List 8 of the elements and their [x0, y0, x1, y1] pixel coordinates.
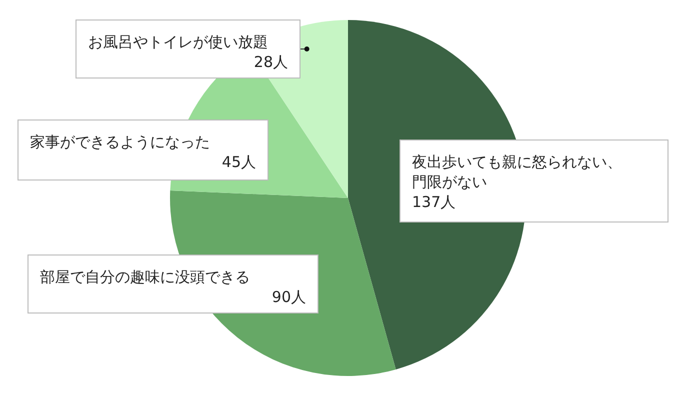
slice-label: 部屋で自分の趣味に没頭できる: [40, 268, 250, 286]
data-label: 28人: [254, 53, 288, 71]
data-label: 137人: [412, 193, 456, 211]
slice-label: お風呂やトイレが使い放題: [88, 33, 268, 51]
slice-label: 夜出歩いても親に怒られない、門限がない: [412, 153, 622, 191]
slice-label: 家事ができるようになった: [30, 133, 210, 151]
data-label: 90人: [272, 288, 306, 306]
data-label: 45人: [222, 153, 256, 171]
